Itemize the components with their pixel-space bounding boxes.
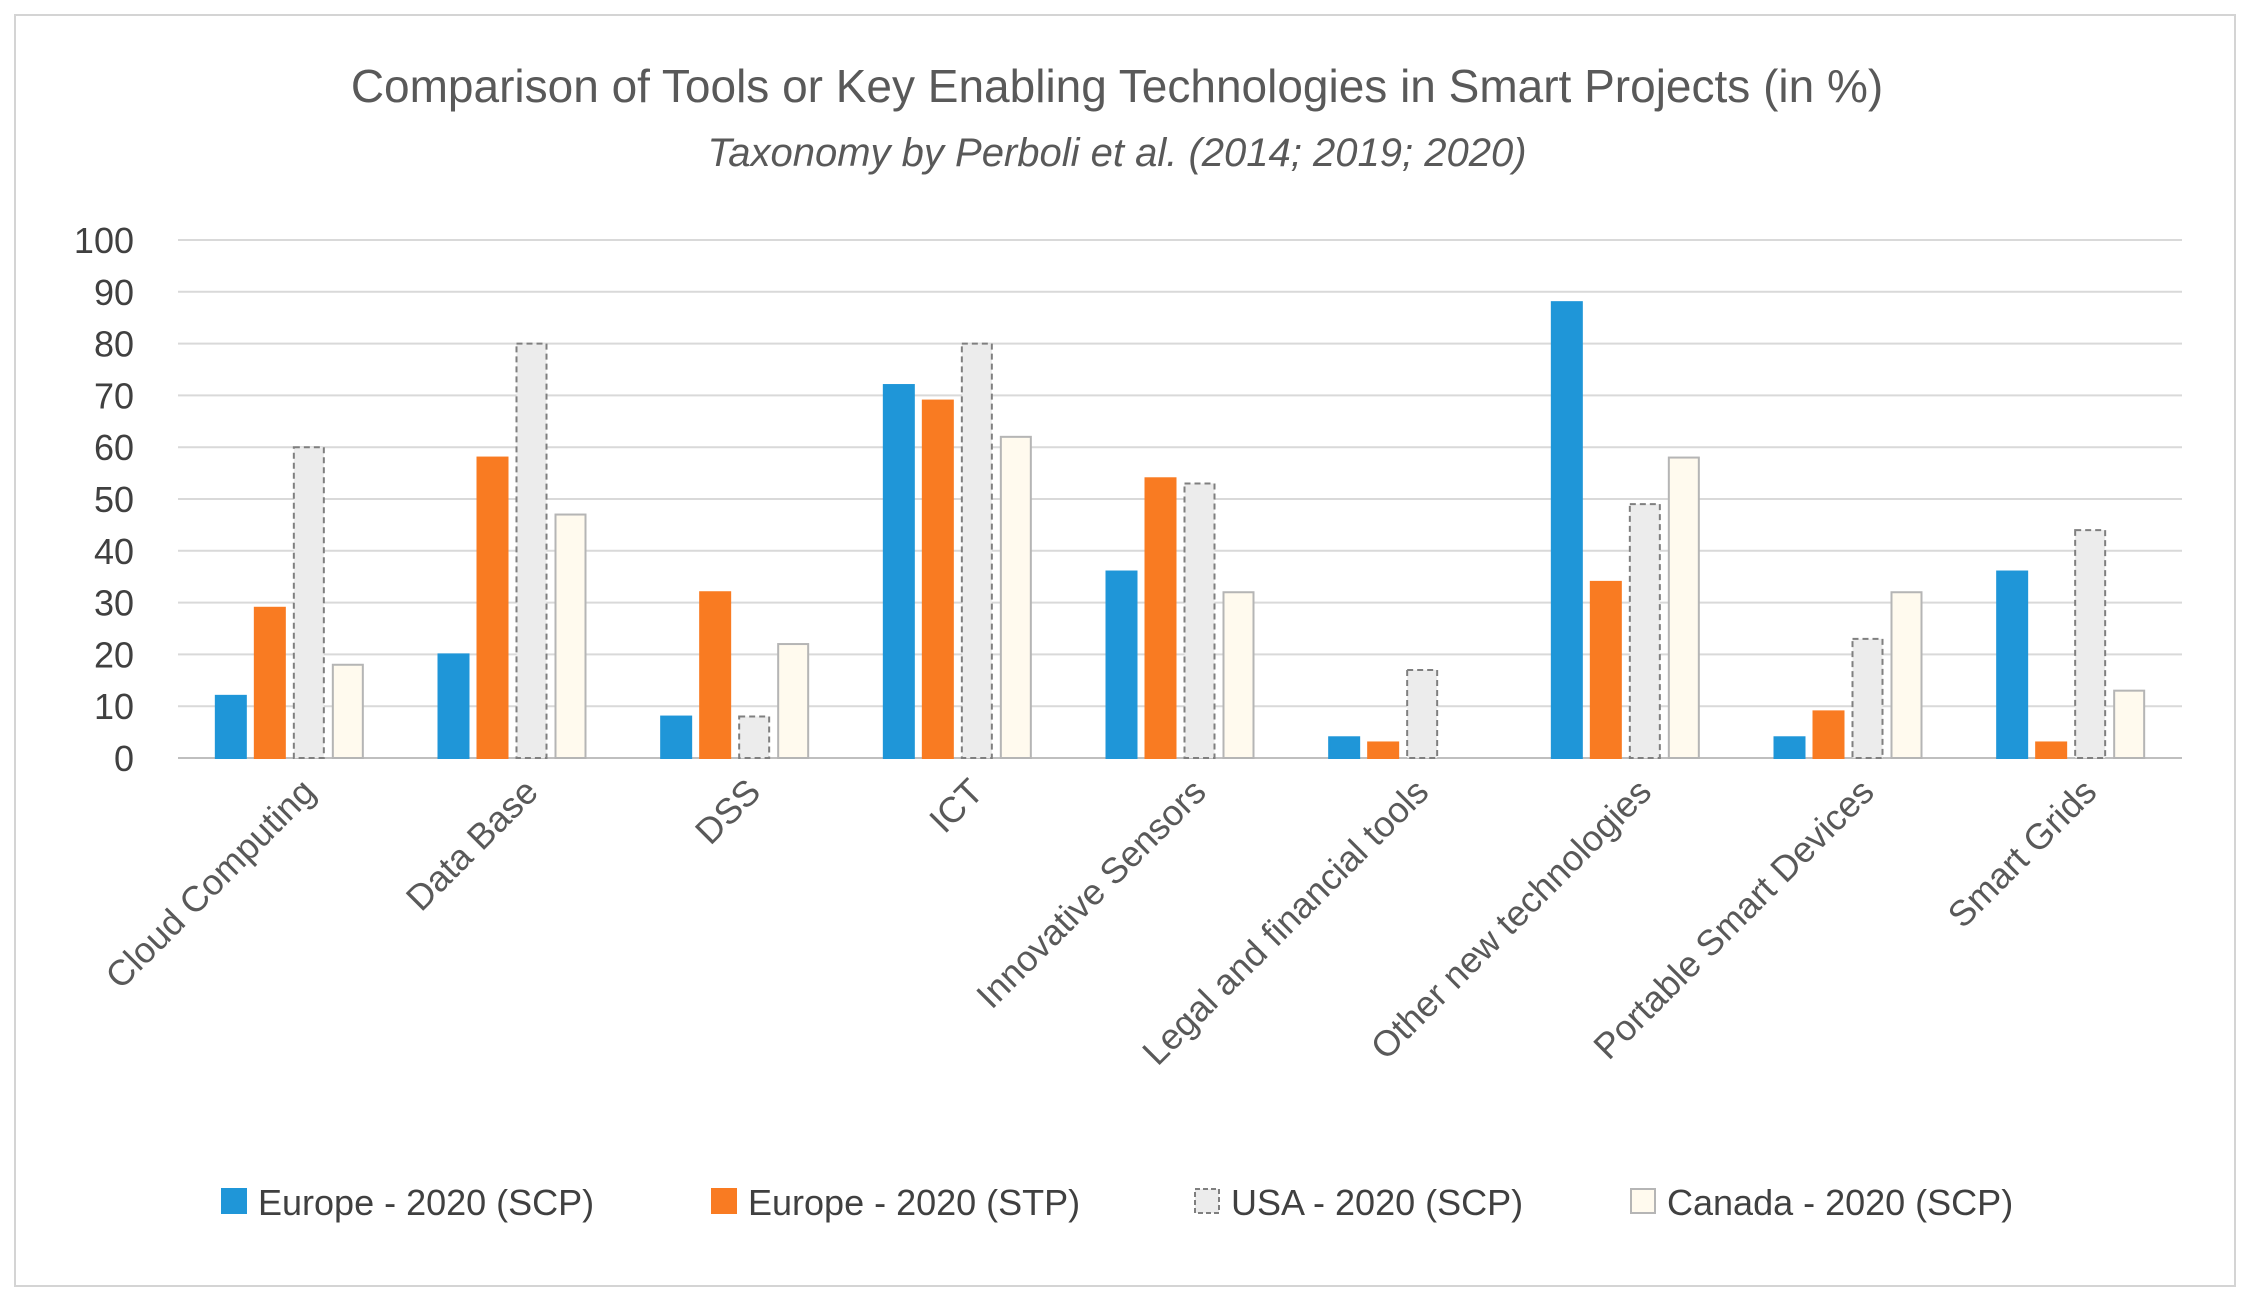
legend-label: Canada - 2020 (SCP): [1667, 1182, 2013, 1223]
legend-label: USA - 2020 (SCP): [1231, 1182, 1523, 1223]
bar: [2035, 741, 2068, 760]
bar: [1183, 482, 1216, 759]
bar: [738, 715, 771, 759]
y-tick-label: 90: [94, 272, 134, 313]
gridlines: [178, 239, 2182, 759]
y-tick-label: 60: [94, 427, 134, 468]
bar: [1105, 570, 1138, 760]
bar: [777, 643, 810, 759]
bar: [660, 715, 693, 759]
y-axis-ticks: 0 10 20 30 40 50 60 70 80 90 100: [74, 220, 134, 779]
bar: [214, 694, 247, 760]
bar: [292, 446, 325, 759]
y-tick-label: 0: [114, 738, 134, 779]
bars: [214, 301, 2146, 760]
y-tick-label: 10: [94, 686, 134, 727]
bar: [1851, 637, 1884, 759]
bar: [476, 456, 509, 759]
y-tick-label: 100: [74, 220, 134, 261]
y-tick-label: 30: [94, 583, 134, 624]
bar: [554, 513, 587, 759]
legend-label: Europe - 2020 (SCP): [258, 1182, 594, 1223]
y-tick-label: 70: [94, 375, 134, 416]
bar: [921, 399, 954, 759]
bar: [437, 653, 470, 760]
bar: [1589, 580, 1622, 759]
bar: [1328, 736, 1361, 760]
y-tick-label: 50: [94, 479, 134, 520]
y-tick-label: 20: [94, 634, 134, 675]
bar: [1367, 741, 1400, 760]
x-tick-label: Data Base: [398, 771, 546, 919]
bar: [1144, 477, 1177, 759]
bar: [882, 384, 915, 759]
bar: [515, 342, 548, 759]
chart-subtitle: Taxonomy by Perboli et al. (2014; 2019; …: [707, 131, 1526, 175]
bar: [1222, 591, 1255, 759]
y-tick-label: 80: [94, 324, 134, 365]
bar: [253, 606, 286, 760]
x-tick-label: DSS: [687, 771, 768, 852]
x-tick-label: Innovative Sensors: [968, 771, 1213, 1016]
bar: [1996, 570, 2029, 760]
bar: [1550, 301, 1583, 759]
bar: [1773, 736, 1806, 760]
bar: [1890, 591, 1923, 759]
legend-swatch: [1630, 1188, 1656, 1214]
bar: [2113, 689, 2146, 759]
bar: [331, 663, 364, 760]
x-tick-label: Cloud Computing: [97, 771, 323, 997]
bar: [1628, 503, 1661, 759]
bar: [2074, 529, 2107, 760]
y-tick-label: 40: [94, 531, 134, 572]
legend-label: Europe - 2020 (STP): [748, 1182, 1080, 1223]
bar: [1812, 710, 1845, 760]
legend-swatch: [711, 1188, 737, 1214]
x-tick-label: Smart Grids: [1940, 771, 2105, 936]
legend-swatch: [1194, 1188, 1220, 1214]
bar: [960, 342, 993, 759]
bar: [999, 435, 1032, 759]
x-tick-label: ICT: [921, 771, 991, 841]
legend: Europe - 2020 (SCP) Europe - 2020 (STP) US…: [221, 1182, 2013, 1223]
legend-swatch: [221, 1188, 247, 1214]
bar: [699, 591, 732, 759]
chart-title: Comparison of Tools or Key Enabling Tech…: [351, 60, 1883, 112]
x-axis-ticks: Cloud Computing Data Base DSS ICTInnovative…: [97, 771, 2104, 1073]
bar: [1406, 668, 1439, 759]
bar: [1667, 456, 1700, 759]
